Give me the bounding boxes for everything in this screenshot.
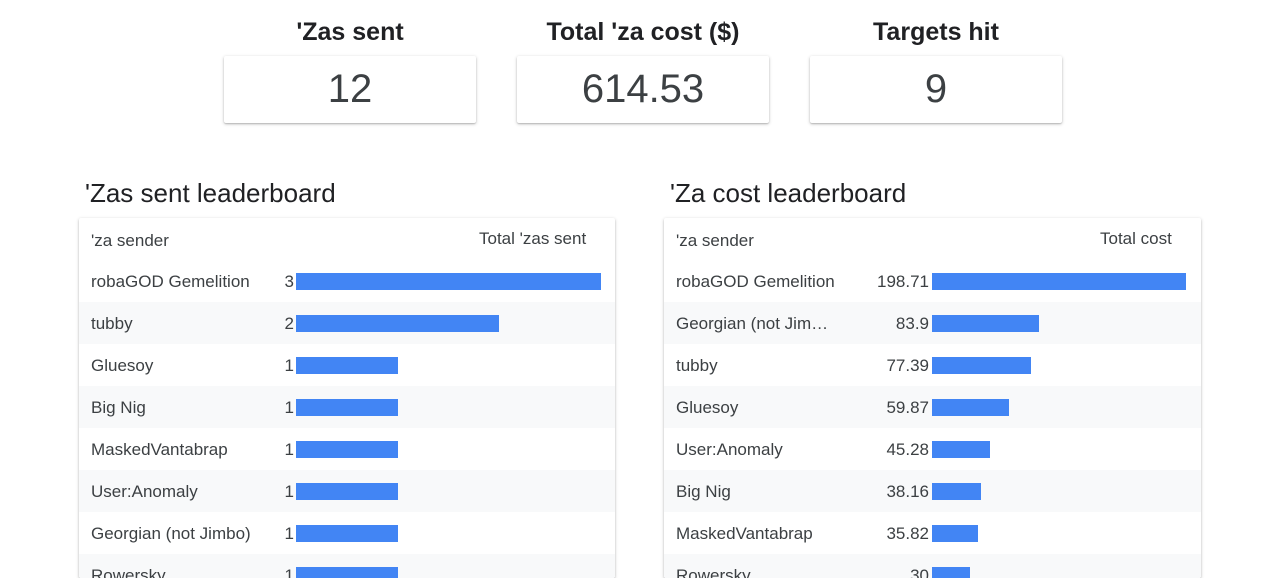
column-header-total-cost[interactable]: Total cost xyxy=(1100,229,1172,248)
table-row[interactable]: Gluesoy 1 xyxy=(79,344,615,386)
value-label: 1 xyxy=(284,398,294,417)
value-bar xyxy=(296,525,398,542)
value-label: 59.87 xyxy=(886,398,929,417)
table-row[interactable]: Rowersky 30 xyxy=(664,554,1201,578)
za-cost-leaderboard-title: 'Za cost leaderboard xyxy=(670,178,907,208)
value-label: 83.9 xyxy=(895,314,929,333)
kpi-label: Targets hit xyxy=(873,18,999,46)
sender-name: Big Nig xyxy=(676,482,731,501)
zas-sent-leaderboard-title: 'Zas sent leaderboard xyxy=(85,178,336,208)
table-body: robaGOD Gemelition 198.71 Georgian (not Ji… xyxy=(664,260,1201,578)
table-row[interactable]: MaskedVantabrap 35.82 xyxy=(664,512,1201,554)
table-row[interactable]: tubby 77.39 xyxy=(664,344,1201,386)
kpi-label: Total 'za cost ($) xyxy=(546,18,740,46)
value-label: 38.16 xyxy=(886,482,929,501)
value-label: 3 xyxy=(284,272,294,291)
table-body: robaGOD Gemelition 3 tubby 2 Gluesoy 1 Big Nig… xyxy=(79,260,615,578)
column-header-sender[interactable]: 'za sender xyxy=(676,231,754,250)
value-bar xyxy=(296,483,398,500)
table-row[interactable]: Rowersky 1 xyxy=(79,554,615,578)
value-label: 2 xyxy=(284,314,294,333)
value-bar xyxy=(932,483,981,500)
table-header: 'za sender Total cost xyxy=(664,218,1201,260)
column-header-sender[interactable]: 'za sender xyxy=(91,231,169,250)
table-row[interactable]: Georgian (not Jim… 83.9 xyxy=(664,302,1201,344)
table-row[interactable]: Georgian (not Jimbo) 1 xyxy=(79,512,615,554)
value-bar xyxy=(296,567,398,578)
table-row[interactable]: tubby 2 xyxy=(79,302,615,344)
sender-name: Big Nig xyxy=(91,398,146,417)
value-label: 77.39 xyxy=(886,356,929,375)
value-bar xyxy=(932,315,1039,332)
sender-name: User:Anomaly xyxy=(91,482,198,501)
table-row[interactable]: User:Anomaly 45.28 xyxy=(664,428,1201,470)
sender-name: robaGOD Gemelition xyxy=(676,272,835,291)
value-label: 198.71 xyxy=(877,272,929,291)
kpi-total-cost: Total 'za cost ($) 614.53 xyxy=(517,0,769,123)
zas-sent-leaderboard-table[interactable]: 'za sender Total 'zas sent robaGOD Gemel… xyxy=(79,218,615,578)
sender-name: Georgian (not Jim… xyxy=(676,314,829,333)
table-row[interactable]: Big Nig 38.16 xyxy=(664,470,1201,512)
sender-name: robaGOD Gemelition xyxy=(91,272,250,291)
value-label: 1 xyxy=(284,566,294,578)
value-label: 1 xyxy=(284,482,294,501)
value-label: 45.28 xyxy=(886,440,929,459)
value-bar xyxy=(932,399,1009,416)
table-row[interactable]: robaGOD Gemelition 198.71 xyxy=(664,260,1201,302)
sender-name: Georgian (not Jimbo) xyxy=(91,524,251,543)
value-label: 1 xyxy=(284,356,294,375)
value-label: 30 xyxy=(910,566,929,578)
sender-name: Gluesoy xyxy=(91,356,154,375)
value-bar xyxy=(296,273,601,290)
table-row[interactable]: User:Anomaly 1 xyxy=(79,470,615,512)
value-label: 35.82 xyxy=(886,524,929,543)
kpi-value: 614.53 xyxy=(517,56,769,123)
za-cost-leaderboard-table[interactable]: 'za sender Total cost robaGOD Gemelition… xyxy=(664,218,1201,578)
value-bar xyxy=(296,441,398,458)
kpi-zas-sent: 'Zas sent 12 xyxy=(224,0,476,123)
sender-name: Gluesoy xyxy=(676,398,739,417)
kpi-value: 9 xyxy=(810,56,1062,123)
table-row[interactable]: robaGOD Gemelition 3 xyxy=(79,260,615,302)
table-row[interactable]: MaskedVantabrap 1 xyxy=(79,428,615,470)
sender-name: tubby xyxy=(676,356,718,375)
value-bar xyxy=(932,525,978,542)
column-header-total-sent[interactable]: Total 'zas sent xyxy=(479,229,587,248)
sender-name: MaskedVantabrap xyxy=(91,440,228,459)
value-bar xyxy=(932,357,1031,374)
value-bar xyxy=(932,441,990,458)
table-header: 'za sender Total 'zas sent xyxy=(79,218,615,260)
sender-name: Rowersky xyxy=(676,566,751,578)
value-bar xyxy=(932,273,1186,290)
kpi-label: 'Zas sent xyxy=(296,18,404,46)
sender-name: MaskedVantabrap xyxy=(676,524,813,543)
value-label: 1 xyxy=(284,524,294,543)
sender-name: tubby xyxy=(91,314,133,333)
sender-name: Rowersky xyxy=(91,566,166,578)
sender-name: User:Anomaly xyxy=(676,440,783,459)
kpi-targets-hit: Targets hit 9 xyxy=(810,0,1062,123)
value-bar xyxy=(296,399,398,416)
table-row[interactable]: Big Nig 1 xyxy=(79,386,615,428)
value-bar xyxy=(932,567,970,578)
kpi-value: 12 xyxy=(224,56,476,123)
value-bar xyxy=(296,315,499,332)
table-row[interactable]: Gluesoy 59.87 xyxy=(664,386,1201,428)
value-label: 1 xyxy=(284,440,294,459)
value-bar xyxy=(296,357,398,374)
